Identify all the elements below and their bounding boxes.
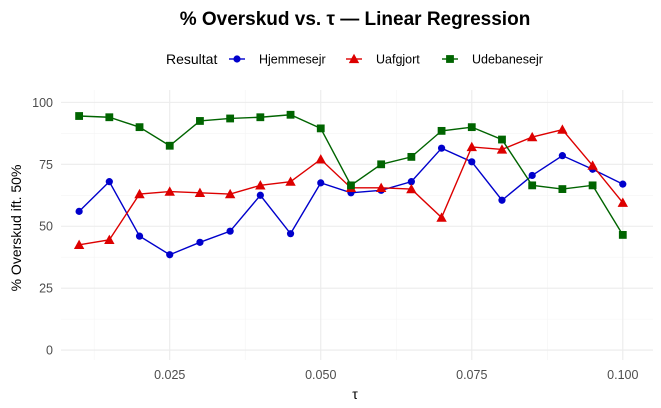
y-tick-label: 50 bbox=[39, 220, 53, 234]
data-point bbox=[375, 182, 387, 193]
data-point bbox=[347, 181, 355, 190]
data-point bbox=[226, 227, 234, 235]
legend-label: Uafgjort bbox=[376, 53, 420, 67]
data-point bbox=[194, 187, 206, 197]
data-point bbox=[588, 181, 597, 190]
data-point bbox=[498, 196, 506, 204]
legend-label: Hjemmesejr bbox=[259, 53, 326, 67]
series-layer bbox=[73, 110, 628, 259]
data-point bbox=[75, 112, 84, 120]
data-point bbox=[498, 135, 506, 144]
data-point bbox=[528, 181, 537, 190]
data-point bbox=[316, 124, 325, 133]
data-point bbox=[256, 191, 264, 199]
data-point bbox=[558, 185, 567, 193]
y-tick-label: 0 bbox=[46, 344, 53, 358]
data-point bbox=[617, 197, 628, 207]
data-point bbox=[256, 113, 265, 122]
data-point bbox=[407, 178, 415, 186]
data-point bbox=[104, 234, 115, 245]
y-axis-title: % Overskud ift. 50% bbox=[8, 165, 24, 292]
data-point bbox=[436, 212, 447, 222]
data-point bbox=[75, 207, 83, 215]
series-line bbox=[79, 114, 624, 236]
data-point bbox=[315, 154, 326, 164]
data-point bbox=[105, 113, 114, 122]
data-point bbox=[317, 179, 325, 187]
data-point bbox=[437, 126, 446, 135]
x-tick-label: 0.025 bbox=[154, 368, 185, 382]
data-point bbox=[196, 117, 204, 125]
data-point bbox=[135, 123, 144, 132]
data-point bbox=[164, 186, 175, 196]
data-point bbox=[587, 160, 598, 170]
data-point bbox=[285, 176, 296, 186]
legend-entry-hjemmesejr: Hjemmesejr bbox=[229, 53, 326, 67]
data-point bbox=[618, 231, 627, 239]
x-axis-title: τ bbox=[352, 386, 358, 402]
data-point bbox=[377, 160, 386, 169]
y-tick-label: 25 bbox=[39, 282, 53, 296]
data-point bbox=[467, 123, 476, 132]
data-point bbox=[557, 124, 568, 134]
data-point bbox=[255, 180, 266, 190]
data-point bbox=[619, 180, 627, 188]
x-tick-label: 0.100 bbox=[607, 368, 638, 382]
legend: Resultat Hjemmesejr Uafgjort Udebanesejr bbox=[166, 51, 543, 67]
legend-label: Udebanesejr bbox=[472, 53, 543, 67]
data-point bbox=[406, 183, 417, 194]
legend-key-marker bbox=[348, 53, 360, 64]
data-point bbox=[528, 171, 536, 180]
legend-key-marker bbox=[233, 55, 241, 63]
y-tick-label: 100 bbox=[32, 96, 53, 110]
data-point bbox=[134, 188, 145, 199]
legend-title: Resultat bbox=[166, 51, 217, 67]
data-point bbox=[105, 178, 113, 186]
data-point bbox=[466, 141, 477, 152]
data-point bbox=[286, 110, 295, 119]
data-point bbox=[286, 230, 295, 238]
axes: 0.025 0.050 0.075 0.100 0 25 50 75 100 bbox=[32, 96, 638, 382]
legend-entry-uafgjort: Uafgjort bbox=[346, 53, 420, 67]
data-point bbox=[437, 144, 446, 152]
data-point bbox=[496, 144, 508, 154]
data-point bbox=[226, 114, 235, 123]
data-point bbox=[135, 232, 144, 240]
series-udebanesejr bbox=[75, 110, 627, 239]
x-tick-label: 0.050 bbox=[305, 368, 336, 382]
data-point bbox=[196, 238, 204, 246]
legend-key-marker bbox=[446, 55, 454, 63]
data-point bbox=[526, 131, 538, 142]
plot-grid bbox=[61, 90, 653, 360]
data-point bbox=[166, 251, 174, 259]
y-tick-label: 75 bbox=[39, 158, 53, 172]
data-point bbox=[165, 141, 174, 150]
data-point bbox=[224, 188, 236, 199]
series-hjemmesejr bbox=[75, 144, 627, 259]
chart-title: % Overskud vs. τ — Linear Regression bbox=[180, 9, 531, 30]
data-point bbox=[558, 152, 566, 160]
legend-entry-udebanesejr: Udebanesejr bbox=[442, 53, 543, 67]
data-point bbox=[407, 152, 416, 161]
data-point bbox=[73, 239, 85, 249]
x-tick-label: 0.075 bbox=[456, 368, 487, 382]
data-point bbox=[468, 158, 476, 166]
